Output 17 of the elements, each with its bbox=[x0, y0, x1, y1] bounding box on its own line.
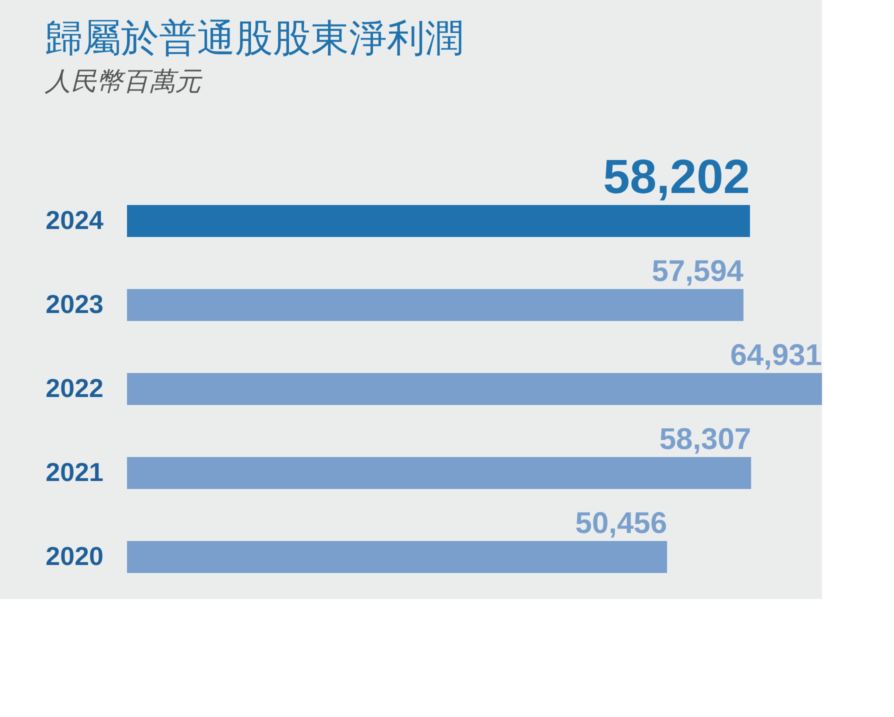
y-tick-label: 2024 bbox=[46, 205, 104, 235]
bar bbox=[127, 457, 752, 489]
bar bbox=[127, 205, 750, 237]
y-tick-label: 2023 bbox=[46, 289, 104, 319]
y-tick-label: 2021 bbox=[46, 457, 104, 487]
y-tick-label: 2022 bbox=[46, 373, 104, 403]
bar bbox=[127, 289, 744, 321]
chart-title: 歸屬於普通股股東淨利潤 bbox=[45, 18, 464, 60]
data-label: 58,202 bbox=[603, 151, 750, 204]
data-label: 50,456 bbox=[575, 507, 668, 540]
bar bbox=[127, 373, 822, 405]
data-label: 57,594 bbox=[652, 255, 744, 288]
bar bbox=[127, 541, 668, 573]
chart-subtitle: 人民幣百萬元 bbox=[44, 66, 204, 96]
data-label: 58,307 bbox=[659, 423, 752, 456]
data-label: 64,931 bbox=[730, 339, 822, 372]
y-tick-label: 2020 bbox=[46, 541, 104, 571]
